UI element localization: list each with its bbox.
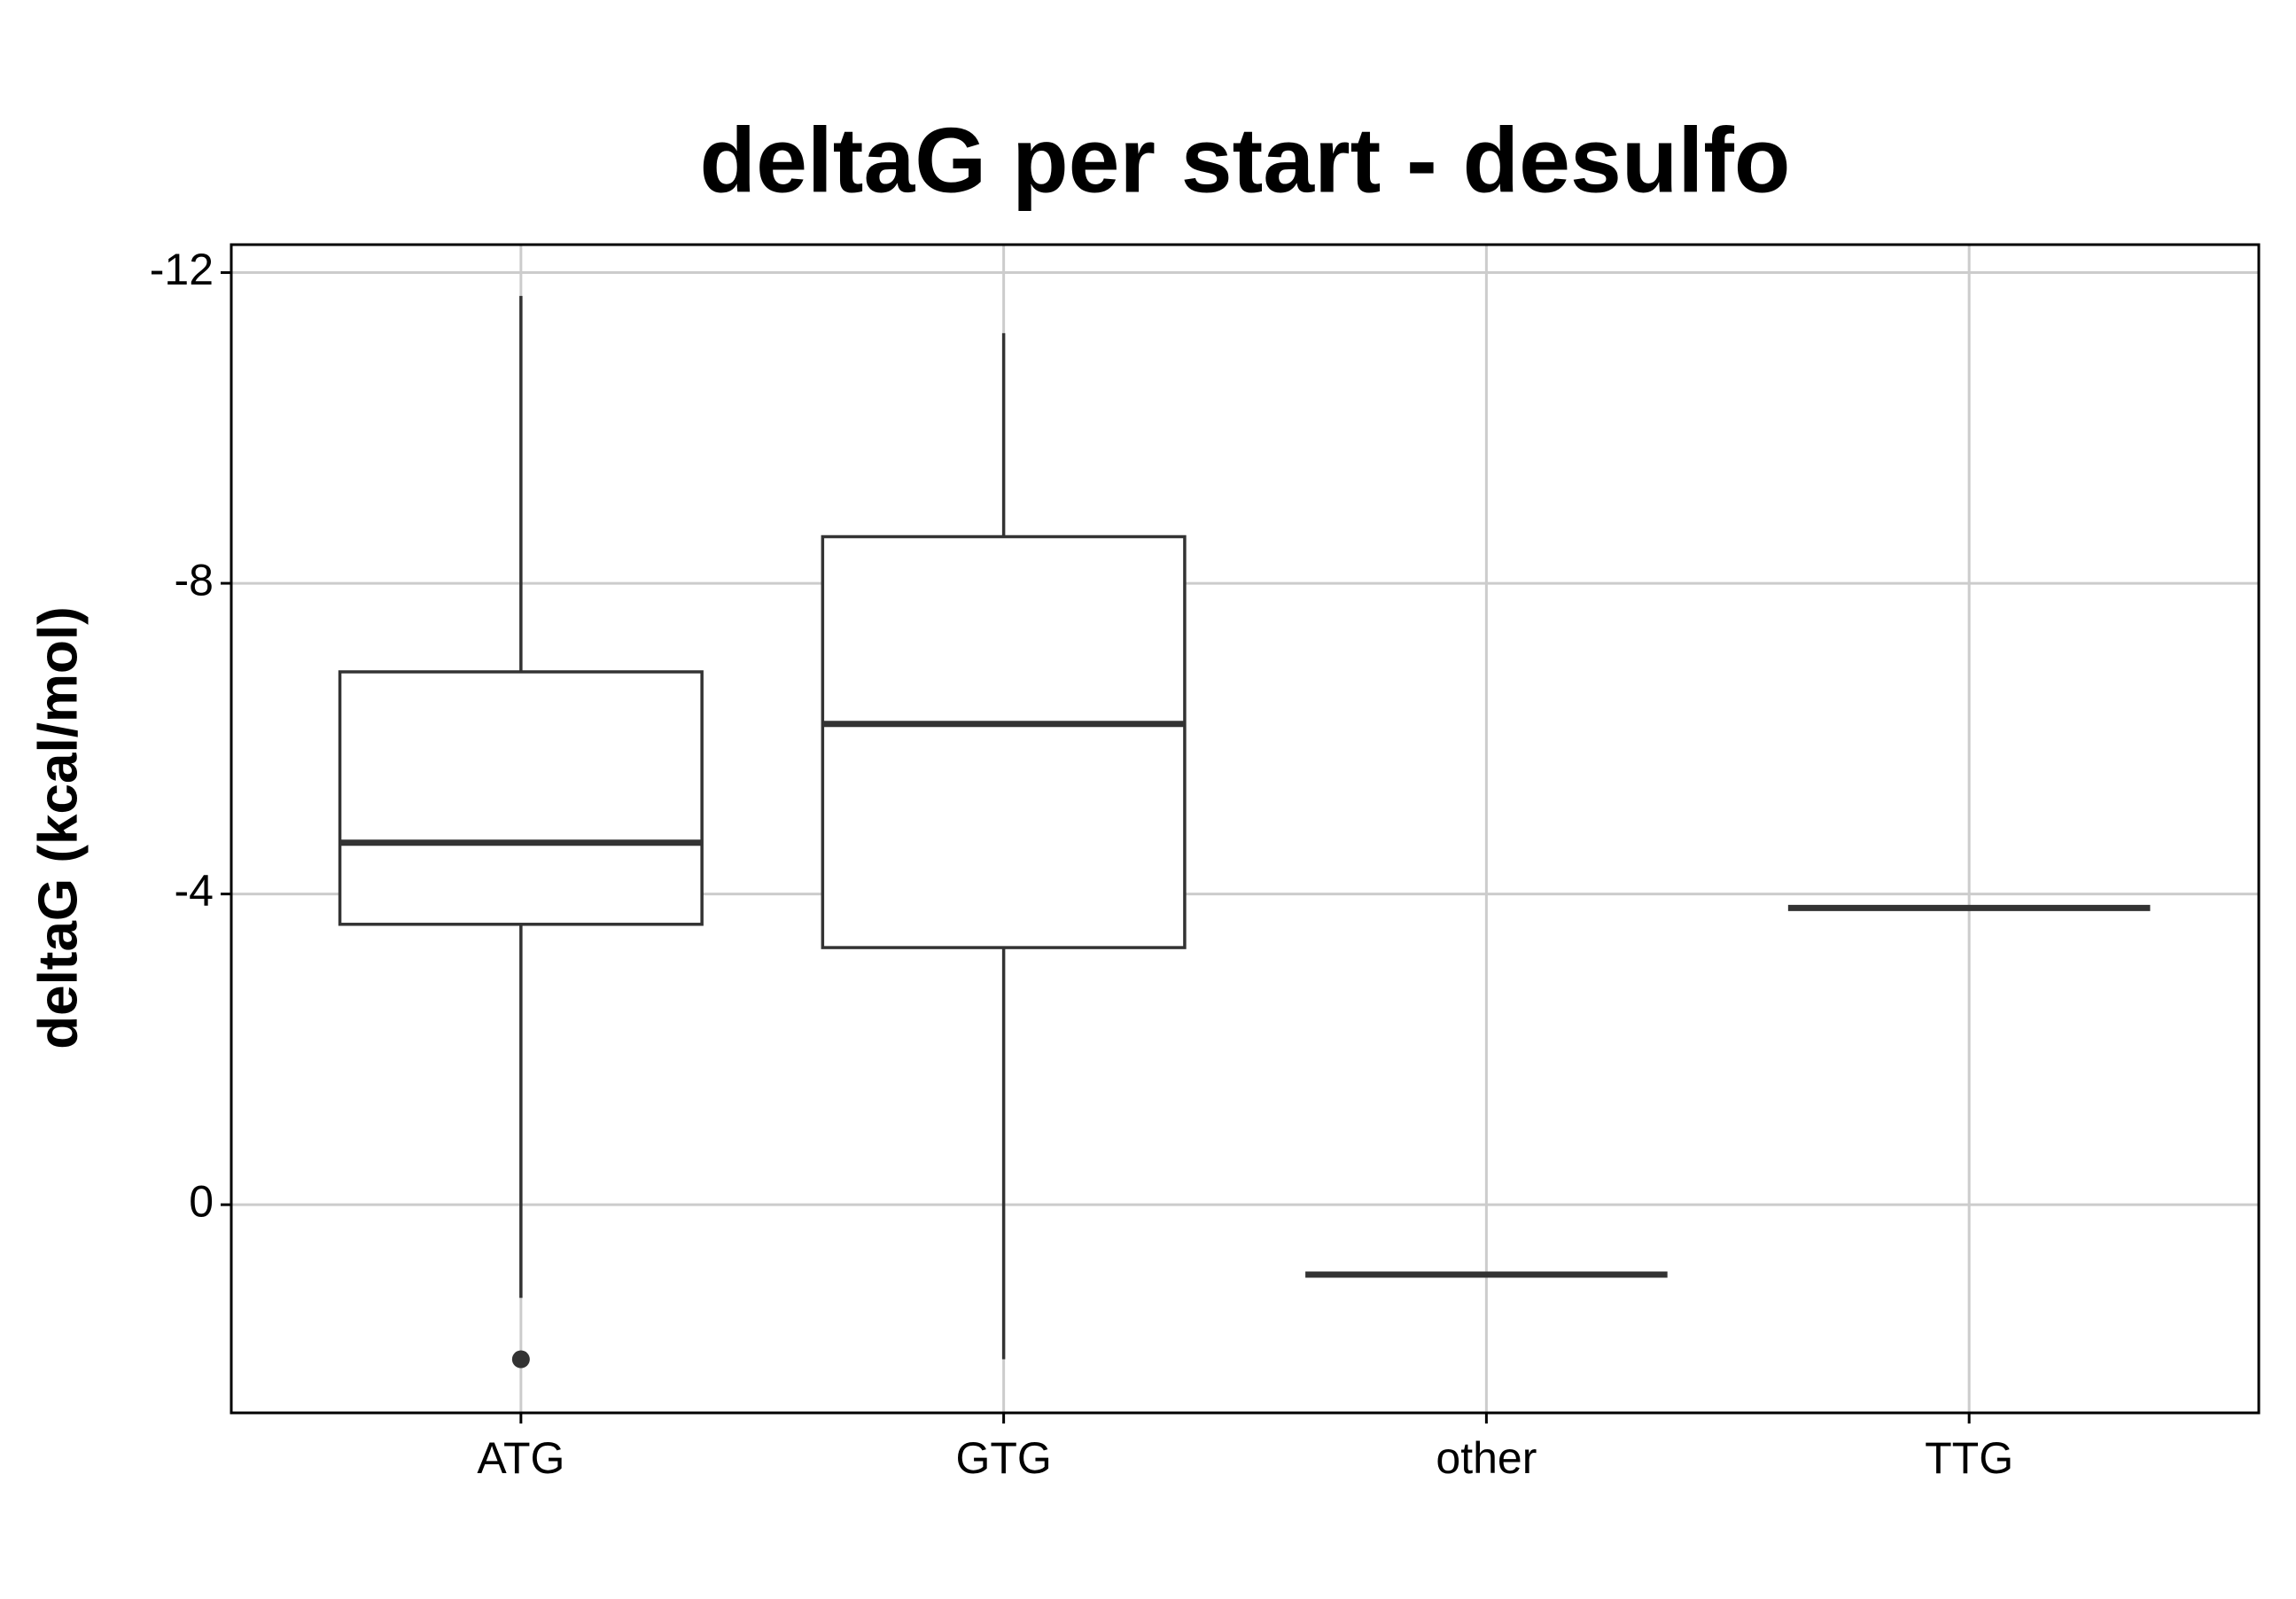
plot-border	[230, 243, 2261, 1415]
x-tick-label: other	[1436, 1433, 1537, 1483]
box	[338, 670, 704, 926]
y-axis-label: deltaG (kcal/mol)	[27, 606, 89, 1049]
x-tick-label: GTG	[955, 1433, 1051, 1483]
y-tick-label: 0	[189, 1176, 214, 1226]
y-tick-label: -4	[175, 866, 214, 916]
x-tick-label: ATG	[477, 1433, 564, 1483]
outlier	[511, 1350, 530, 1369]
chart-title: deltaG per start - desulfo	[700, 109, 1791, 212]
y-tick-label: -12	[150, 245, 214, 294]
box	[821, 534, 1187, 949]
x-tick-label: TTG	[1925, 1433, 2013, 1483]
y-tick-label: -8	[175, 555, 214, 604]
